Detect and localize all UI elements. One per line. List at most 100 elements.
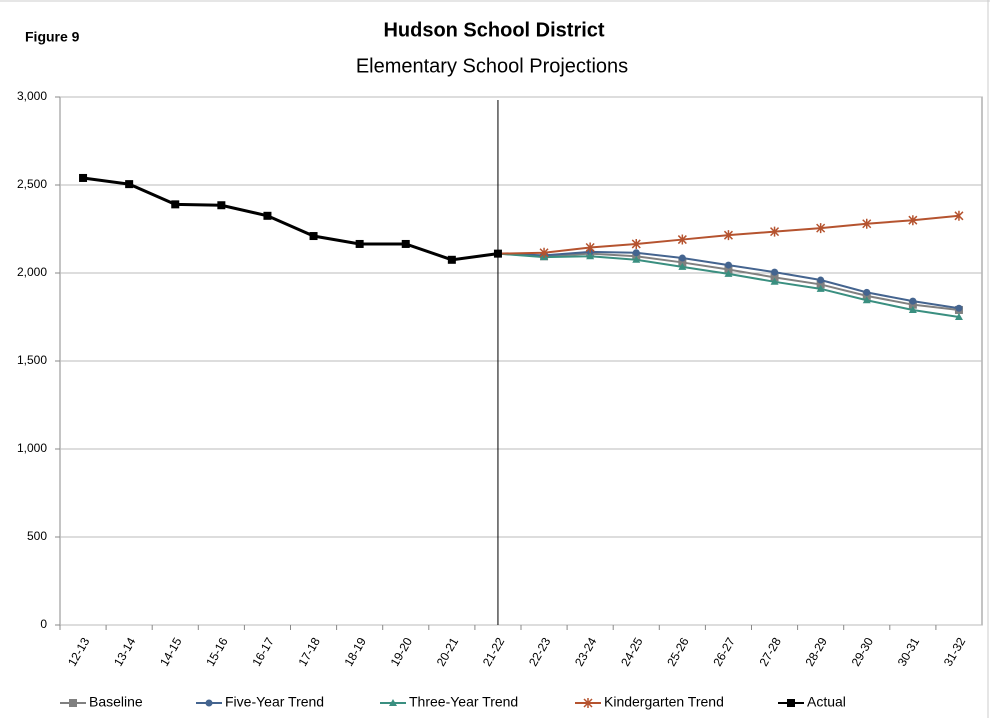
marker-shape [817,276,825,284]
marker-shape [770,226,780,237]
marker [585,242,595,253]
x-tick-label: 20-21 [434,635,462,669]
marker-shape [862,218,872,229]
legend-label: Three-Year Trend [409,694,518,710]
marker [125,180,134,189]
x-tick-label: 22-23 [526,635,554,669]
marker [909,297,917,305]
x-tick-label: 30-31 [895,635,923,669]
marker [677,234,687,245]
y-tick-label: 500 [27,529,47,543]
marker [79,173,88,182]
figure-label: Figure 9 [25,29,80,45]
marker-shape [678,254,686,262]
marker [678,254,686,262]
marker [69,699,77,707]
x-tick-label: 25-26 [664,635,692,669]
marker [309,232,318,241]
x-tick-label: 29-30 [849,635,877,669]
marker [678,258,687,267]
marker [723,230,733,241]
marker-shape [908,300,917,309]
marker [817,276,825,284]
marker-shape [678,258,687,267]
marker [954,313,963,320]
marker-shape [631,238,641,249]
marker [862,218,872,229]
marker-shape [355,239,364,248]
marker-shape [863,288,871,296]
x-tick-label: 16-17 [249,635,277,669]
marker [389,699,397,706]
x-tick-label: 31-32 [941,635,969,669]
marker [632,249,640,257]
legend-label: Actual [807,694,846,710]
marker-shape [771,268,779,276]
marker [787,699,795,707]
x-tick-label: 24-25 [618,635,646,669]
marker [770,277,779,285]
legend-label: Kindergarten Trend [604,694,724,710]
x-tick-label: 28-29 [803,635,831,669]
marker-shape [263,211,272,220]
marker [954,210,964,221]
marker-shape [447,255,456,264]
marker-shape [954,313,963,320]
marker-shape [389,699,397,706]
x-tick-label: 27-28 [756,635,784,669]
marker [770,273,779,282]
marker-shape [862,296,871,304]
marker-shape [770,277,779,285]
marker [263,211,272,220]
y-tick-label: 2,500 [17,177,47,191]
marker-shape [583,698,593,708]
marker-shape [816,223,826,234]
marker-shape [908,215,918,226]
marker-shape [309,232,318,241]
x-tick-label: 17-18 [295,635,323,669]
marker [908,300,917,309]
marker [955,304,963,312]
marker [401,239,410,248]
marker [863,288,871,296]
legend-label: Baseline [89,694,143,710]
marker-shape [955,304,963,312]
marker [908,305,917,313]
marker-shape [724,261,732,269]
marker-shape [401,239,410,248]
x-tick-label: 26-27 [710,635,738,669]
y-tick-label: 1,000 [17,441,47,455]
marker [862,291,871,300]
x-tick-label: 13-14 [111,635,139,669]
marker-shape [205,699,213,707]
series-line [82,176,499,262]
marker [816,280,825,289]
marker-shape [125,180,134,189]
marker [493,249,502,258]
marker-shape [69,699,77,707]
chart-title: Hudson School District [383,19,604,41]
marker-shape [493,249,502,258]
marker [908,215,918,226]
x-tick-label: 21-22 [480,635,508,669]
marker-shape [539,247,549,258]
marker [539,247,549,258]
x-tick-label: 19-20 [388,635,416,669]
marker-shape [723,230,733,241]
marker-shape [171,200,180,209]
marker [862,296,871,304]
marker [586,252,595,260]
marker [447,255,456,264]
marker [217,201,226,210]
marker-shape [909,297,917,305]
marker-shape [724,269,733,277]
marker-shape [678,262,687,270]
y-tick-label: 0 [40,617,47,631]
x-tick-label: 23-24 [572,635,600,669]
marker-shape [586,252,595,260]
marker-shape [954,210,964,221]
marker [724,265,733,274]
x-tick-label: 12-13 [65,635,93,669]
marker-shape [770,273,779,282]
marker [816,284,825,292]
